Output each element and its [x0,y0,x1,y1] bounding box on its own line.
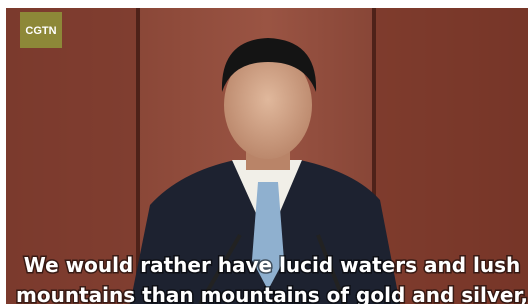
page: {"logo": "CGTN", "subtitle": {"lines": [… [0,0,528,304]
subtitle-line: mountains than mountains of gold and sil… [16,283,528,304]
subtitle-line: We would rather have lucid waters and lu… [24,253,520,277]
video-frame: CGTN We would rather have lucid waters a… [0,0,528,304]
logo: CGTN [25,25,56,37]
